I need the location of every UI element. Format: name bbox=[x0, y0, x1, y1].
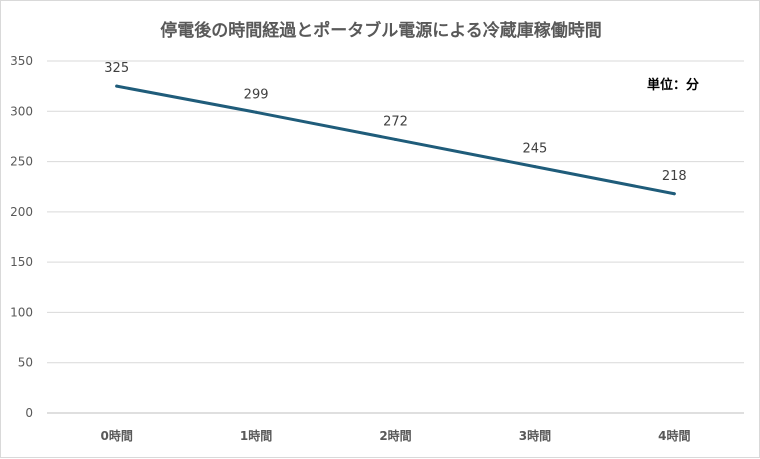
x-tick-label-2: 2時間 bbox=[379, 428, 411, 443]
y-tick-label-0: 0 bbox=[25, 406, 33, 420]
data-point-3 bbox=[533, 165, 537, 169]
chart-title: 停電後の時間経過とポータブル電源による冷蔵庫稼働時間 bbox=[160, 21, 602, 41]
data-point-1 bbox=[254, 110, 258, 114]
data-label-0: 325 bbox=[104, 61, 129, 76]
y-tick-label-350: 350 bbox=[10, 54, 33, 68]
data-label-4: 218 bbox=[662, 169, 687, 184]
unit-note: 単位：分 bbox=[647, 78, 700, 93]
x-tick-label-3: 3時間 bbox=[519, 428, 551, 443]
data-label-2: 272 bbox=[383, 114, 408, 129]
data-point-0 bbox=[115, 84, 119, 88]
x-tick-label-0: 0時間 bbox=[101, 428, 133, 443]
data-label-3: 245 bbox=[522, 142, 547, 157]
x-tick-label-4: 4時間 bbox=[658, 428, 690, 443]
y-tick-label-300: 300 bbox=[10, 104, 33, 118]
y-tick-label-150: 150 bbox=[10, 255, 33, 269]
y-tick-label-250: 250 bbox=[10, 155, 33, 169]
y-tick-label-200: 200 bbox=[10, 205, 33, 219]
data-point-2 bbox=[394, 137, 397, 141]
y-tick-label-100: 100 bbox=[10, 305, 33, 319]
data-point-4 bbox=[672, 192, 676, 196]
x-tick-label-1: 1時間 bbox=[240, 428, 272, 443]
y-tick-label-50: 50 bbox=[18, 356, 33, 370]
data-label-1: 299 bbox=[244, 87, 269, 102]
